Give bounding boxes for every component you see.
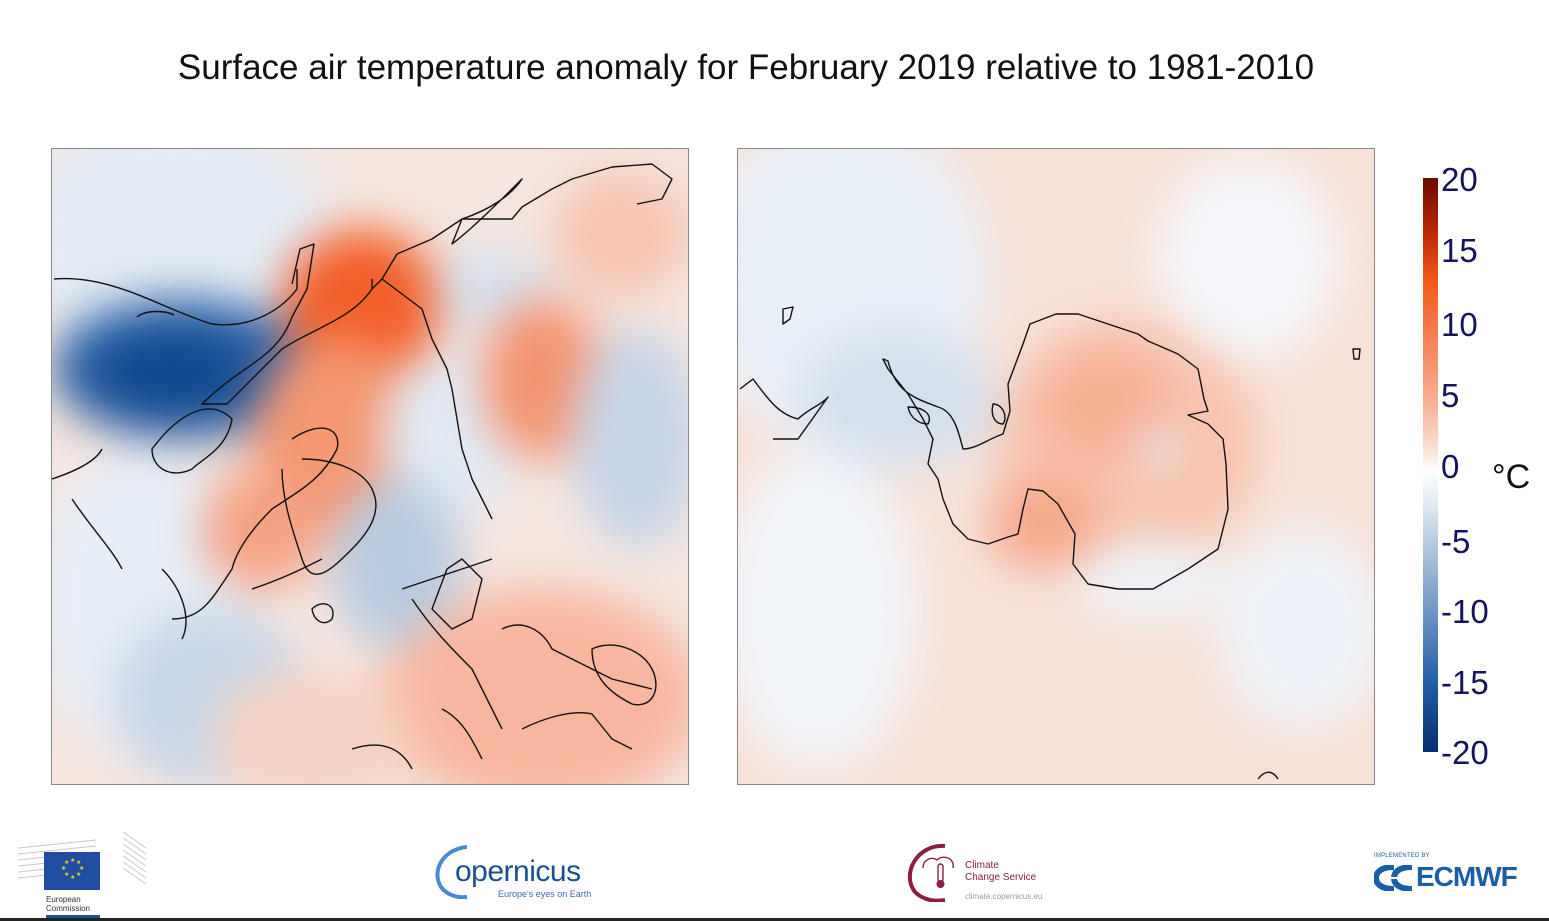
svg-text:★: ★ xyxy=(76,859,81,866)
anomaly-field-north xyxy=(52,149,688,784)
ecmwf-logo: IMPLEMENTED BY ECMWF xyxy=(1374,853,1539,893)
climate-change-service-logo: Climate Change Service climate.copernicu… xyxy=(905,842,1065,904)
svg-text:★: ★ xyxy=(61,865,66,872)
svg-text:★: ★ xyxy=(70,874,75,881)
c3s-line1: Climate xyxy=(965,860,999,871)
copernicus-wordmark: opernicus xyxy=(455,855,581,888)
ecmwf-symbol-icon xyxy=(1374,865,1414,891)
colorbar-tick: -10 xyxy=(1441,593,1489,630)
colorbar-tick: 15 xyxy=(1441,232,1478,269)
european-commission-logo: ★ ★ ★ ★ ★ ★ ★ ★ European Commission xyxy=(16,828,148,918)
colorbar-tick: -15 xyxy=(1441,664,1489,701)
colorbar-unit: °C xyxy=(1492,458,1531,496)
coastlines-north xyxy=(52,163,673,770)
colorbar-tick: 5 xyxy=(1441,377,1460,414)
map-panel-north xyxy=(51,148,689,785)
ecmwf-implemented-by: IMPLEMENTED BY xyxy=(1374,853,1430,859)
map-panel-south xyxy=(737,148,1375,785)
ecmwf-wordmark: ECMWF xyxy=(1416,861,1518,892)
chart-title: Surface air temperature anomaly for Febr… xyxy=(177,48,1315,87)
ec-text-line1: European xyxy=(46,895,81,904)
colorbar-tick: 20 xyxy=(1441,161,1478,198)
coastlines-south xyxy=(739,306,1361,780)
footer-divider xyxy=(0,918,1549,921)
colorbar-tick: 0 xyxy=(1441,448,1460,485)
colorbar-tick: -5 xyxy=(1441,523,1471,560)
svg-text:★: ★ xyxy=(76,871,81,878)
svg-text:★: ★ xyxy=(70,857,75,864)
ec-text-line2: Commission xyxy=(46,904,91,913)
anomaly-field-south xyxy=(738,149,1374,784)
colorbar-tick: -20 xyxy=(1441,734,1489,771)
c3s-cloud-thermometer-icon xyxy=(908,843,954,902)
copernicus-tagline: Europe's eyes on Earth xyxy=(498,889,592,899)
colorbar-tick: 10 xyxy=(1441,306,1478,343)
svg-text:★: ★ xyxy=(79,865,84,872)
ec-underline xyxy=(46,915,100,918)
copernicus-logo: opernicus Europe's eyes on Earth xyxy=(433,843,593,903)
ec-building-icon: ★ ★★★ ★★★★ xyxy=(17,831,147,890)
c3s-url: climate.copernicus.eu xyxy=(965,892,1043,901)
svg-text:★: ★ xyxy=(64,871,69,878)
colorbar xyxy=(1423,178,1438,752)
svg-text:★: ★ xyxy=(64,859,69,866)
c3s-line2: Change Service xyxy=(965,872,1037,883)
copernicus-arc-icon xyxy=(435,845,468,899)
